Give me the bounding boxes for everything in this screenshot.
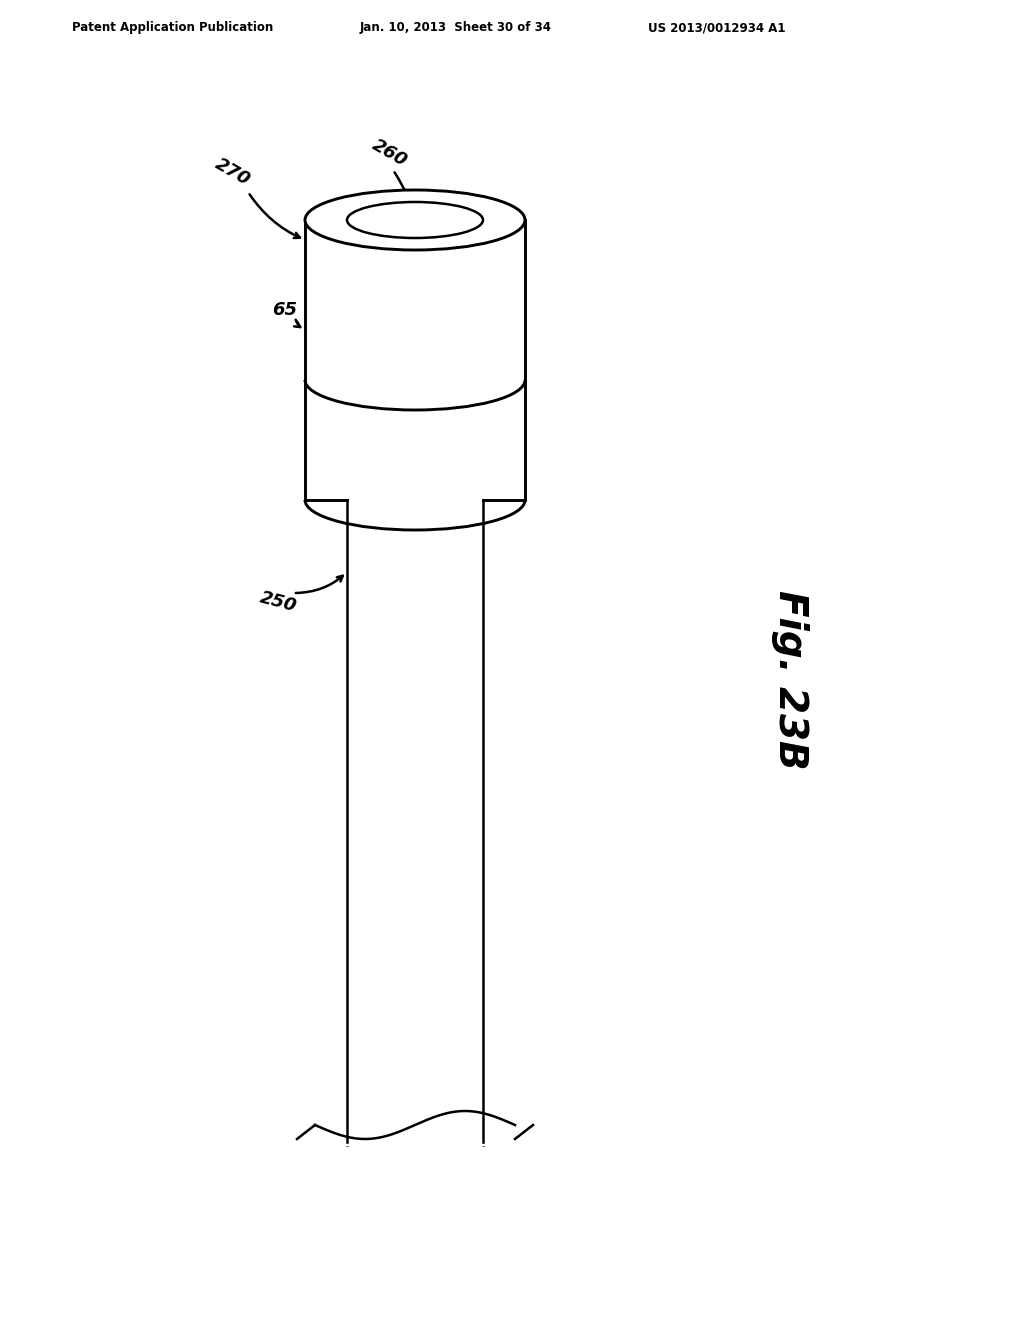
Polygon shape <box>306 220 524 380</box>
Text: US 2013/0012934 A1: US 2013/0012934 A1 <box>648 21 785 34</box>
Polygon shape <box>306 380 524 500</box>
Text: Patent Application Publication: Patent Application Publication <box>72 21 273 34</box>
Text: 65: 65 <box>272 301 298 319</box>
Text: 250: 250 <box>258 589 298 615</box>
Polygon shape <box>348 500 482 1144</box>
Text: Fig. 23B: Fig. 23B <box>771 590 809 770</box>
Text: 270: 270 <box>212 154 254 189</box>
Text: Jan. 10, 2013  Sheet 30 of 34: Jan. 10, 2013 Sheet 30 of 34 <box>360 21 552 34</box>
Ellipse shape <box>347 202 483 238</box>
Text: 260: 260 <box>370 136 411 170</box>
Ellipse shape <box>305 190 525 249</box>
